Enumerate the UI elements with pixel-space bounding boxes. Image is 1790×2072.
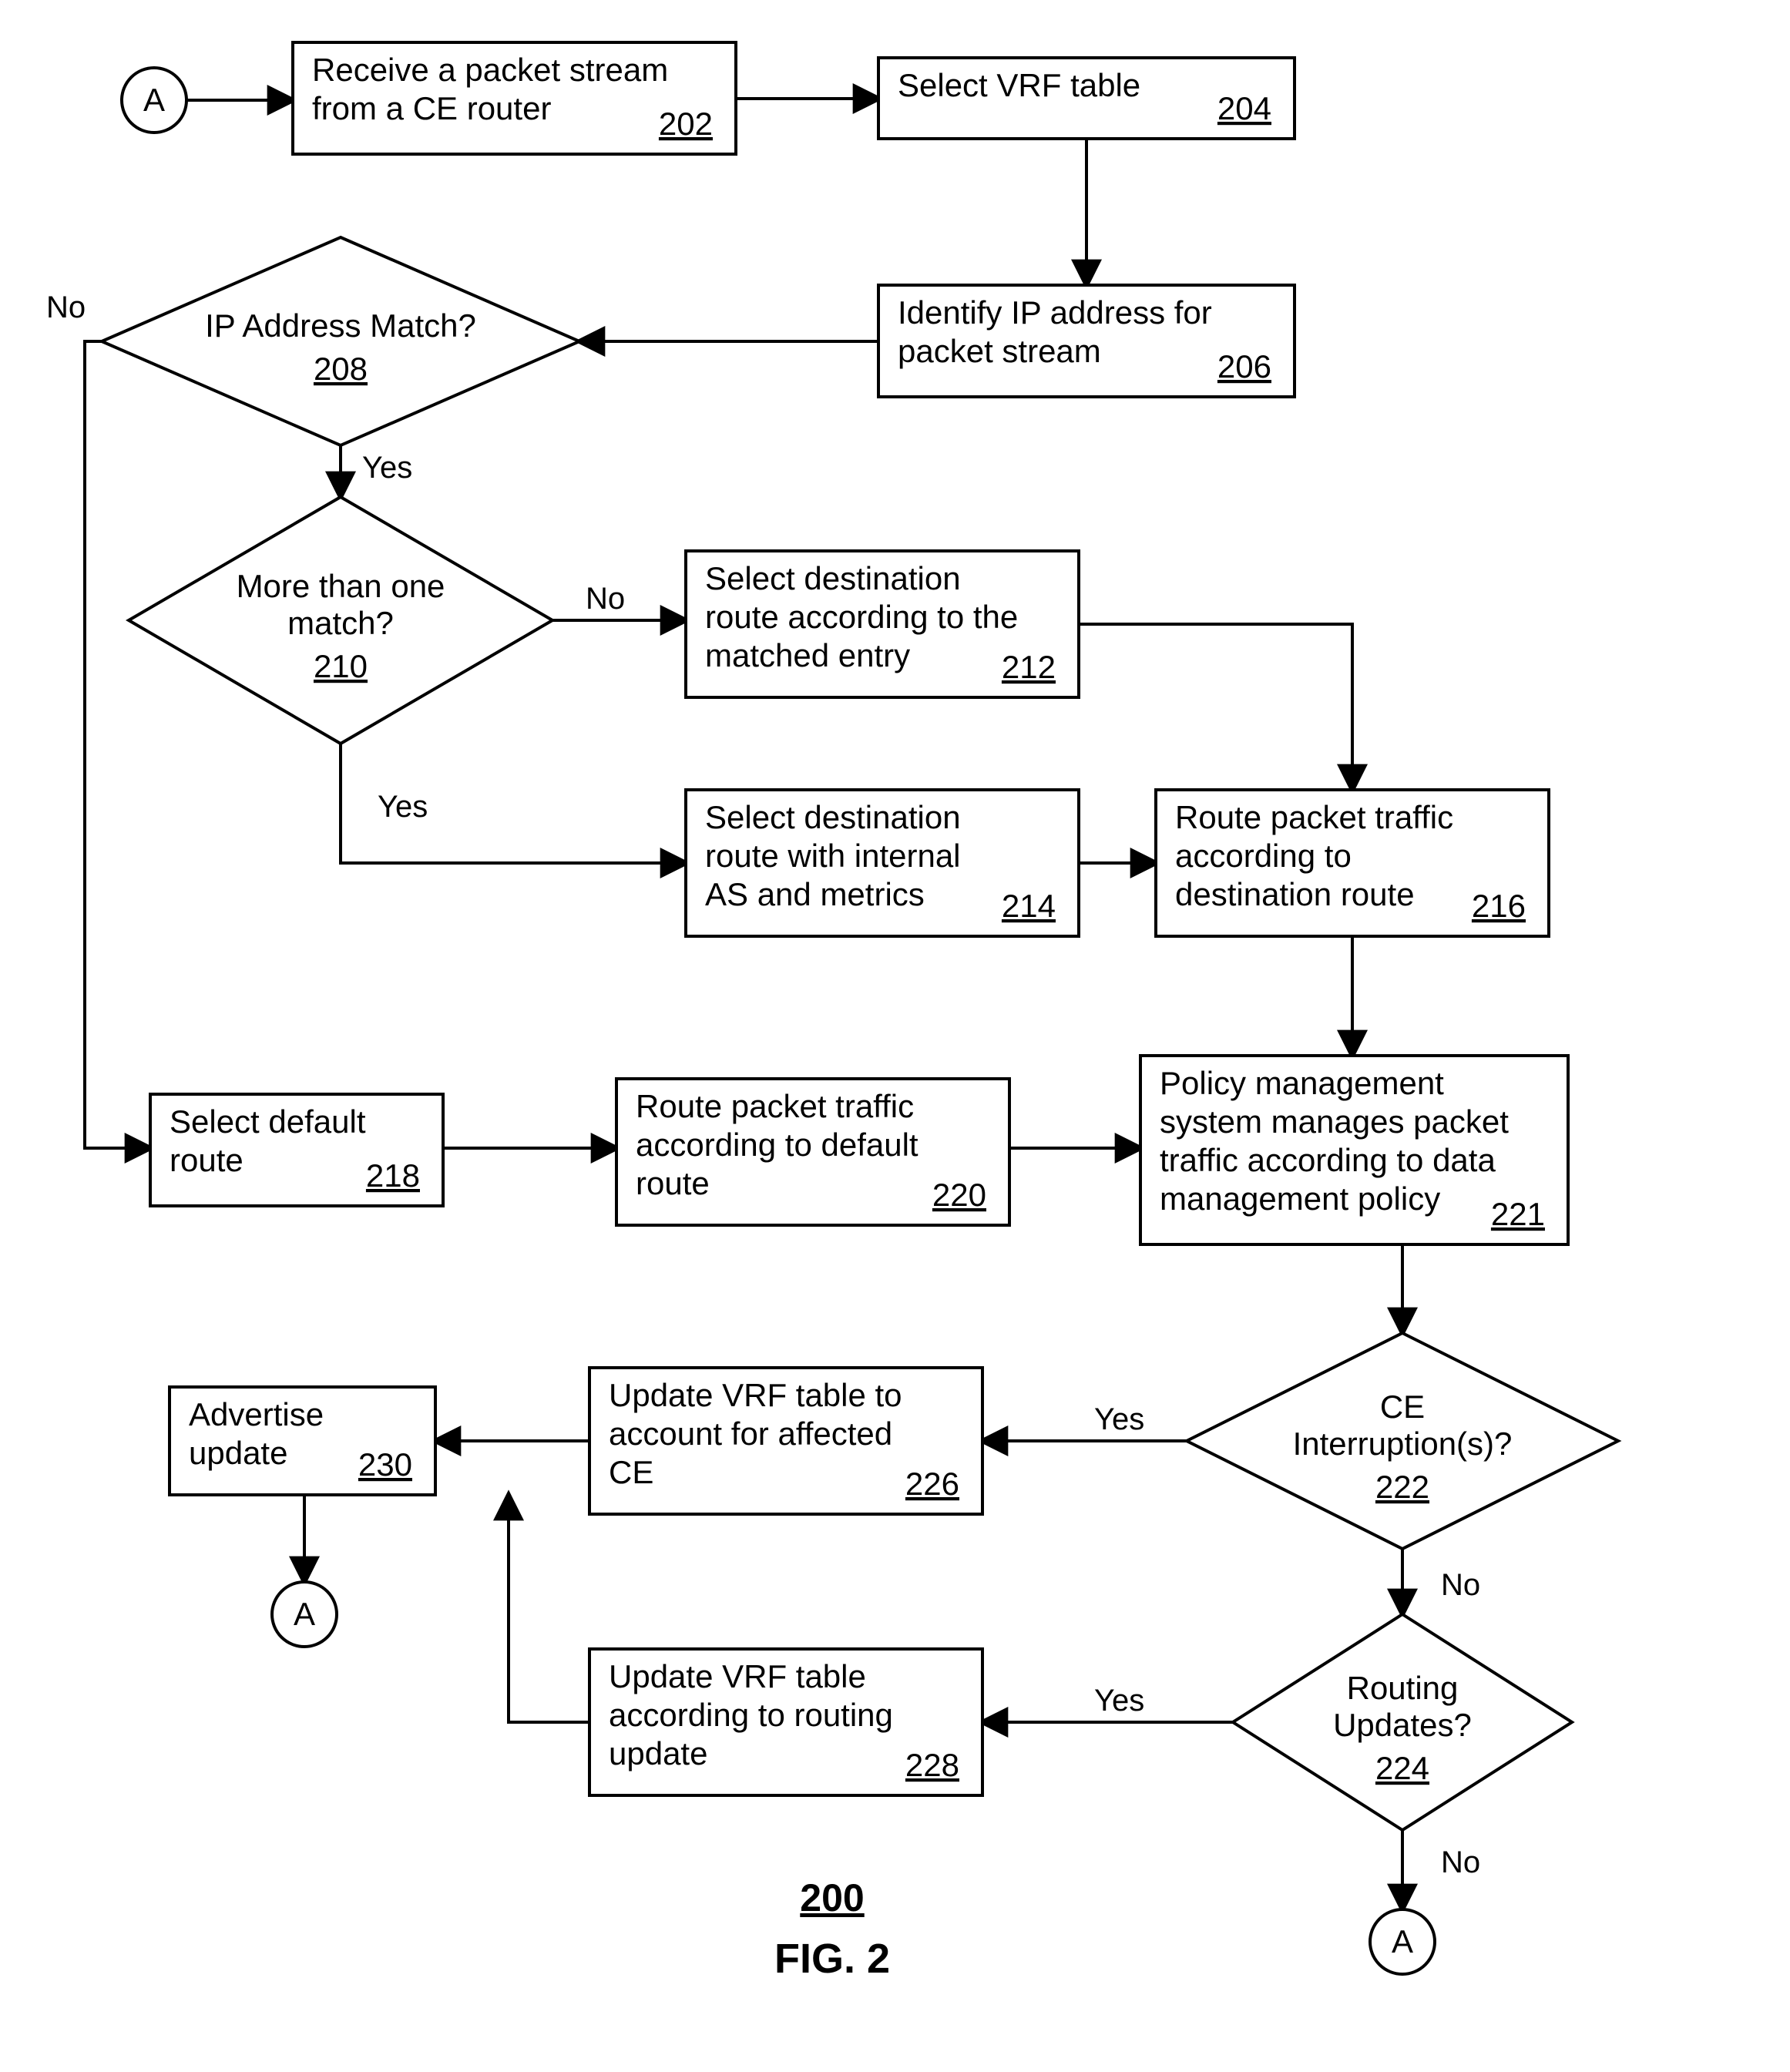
- decision-text: IP Address Match?: [205, 307, 476, 344]
- decision-ref: 208: [314, 351, 368, 387]
- process-ref: 202: [659, 106, 713, 142]
- process-text: Receive a packet stream: [312, 52, 668, 88]
- process-text: destination route: [1175, 876, 1415, 912]
- process-ref: 214: [1002, 888, 1056, 924]
- process-text: according to: [1175, 838, 1352, 874]
- process-text: account for affected: [609, 1415, 892, 1452]
- connector-label: A: [1392, 1923, 1413, 1960]
- process-text: route: [636, 1165, 710, 1201]
- process-text: update: [609, 1735, 707, 1771]
- edge-label: No: [1441, 1845, 1480, 1879]
- decision-ref: 210: [314, 648, 368, 684]
- process-text: system manages packet: [1160, 1103, 1509, 1140]
- process-text: according to default: [636, 1127, 919, 1163]
- process-text: CE: [609, 1454, 653, 1490]
- figure-ref: 200: [800, 1876, 864, 1919]
- process-text: Advertise: [189, 1396, 324, 1432]
- decision-text: Interruption(s)?: [1293, 1426, 1513, 1462]
- edge-label: Yes: [362, 451, 412, 485]
- connector-label: A: [294, 1596, 315, 1632]
- process-text: Select destination: [705, 799, 961, 835]
- edge-label: Yes: [1094, 1684, 1144, 1718]
- process-ref: 221: [1491, 1196, 1545, 1232]
- process-text: from a CE router: [312, 90, 551, 126]
- process-text: management policy: [1160, 1180, 1440, 1217]
- edge-n228-n230: [509, 1495, 589, 1722]
- process-text: Identify IP address for: [898, 294, 1212, 331]
- process-ref: 230: [358, 1446, 412, 1483]
- process-text: matched entry: [705, 637, 910, 673]
- process-text: according to routing: [609, 1697, 893, 1733]
- process-ref: 218: [366, 1157, 420, 1194]
- process-text: update: [189, 1435, 287, 1471]
- decision-ref: 224: [1375, 1750, 1429, 1786]
- process-text: route with internal: [705, 838, 961, 874]
- edge-n212-n216: [1079, 624, 1352, 790]
- process-text: Select destination: [705, 560, 961, 596]
- edge-label: No: [586, 582, 625, 616]
- process-ref: 204: [1217, 90, 1271, 126]
- edge-n208-n218: [85, 341, 150, 1148]
- process-text: Route packet traffic: [636, 1088, 914, 1124]
- edge-label: Yes: [1094, 1402, 1144, 1436]
- process-text: Select default: [170, 1103, 366, 1140]
- process-text: traffic according to data: [1160, 1142, 1496, 1178]
- decision-text: match?: [287, 605, 394, 641]
- process-text: Policy management: [1160, 1065, 1444, 1101]
- decision-text: More than one: [237, 568, 445, 604]
- process-text: packet stream: [898, 333, 1101, 369]
- process-text: Select VRF table: [898, 67, 1140, 103]
- process-text: Update VRF table to: [609, 1377, 902, 1413]
- edge-label: Yes: [378, 790, 428, 824]
- decision-text: CE: [1380, 1389, 1425, 1425]
- process-text: AS and metrics: [705, 876, 925, 912]
- process-ref: 220: [932, 1177, 986, 1213]
- process-text: Update VRF table: [609, 1658, 866, 1694]
- process-ref: 226: [905, 1466, 959, 1502]
- decision-text: Updates?: [1333, 1707, 1472, 1743]
- process-ref: 206: [1217, 348, 1271, 385]
- process-text: route according to the: [705, 599, 1018, 635]
- process-text: Route packet traffic: [1175, 799, 1453, 835]
- flowchart-diagram: Yes No No Yes Yes No Yes No A Receive a packet st…: [0, 0, 1790, 2072]
- decision-text: Routing: [1347, 1670, 1459, 1706]
- process-text: route: [170, 1142, 243, 1178]
- edge-label: No: [1441, 1568, 1480, 1602]
- decision-ref: 222: [1375, 1469, 1429, 1505]
- process-ref: 228: [905, 1747, 959, 1783]
- connector-label: A: [143, 82, 165, 118]
- process-ref: 216: [1472, 888, 1526, 924]
- process-ref: 212: [1002, 649, 1056, 685]
- figure-label: FIG. 2: [774, 1936, 890, 1982]
- edge-label: No: [46, 290, 86, 324]
